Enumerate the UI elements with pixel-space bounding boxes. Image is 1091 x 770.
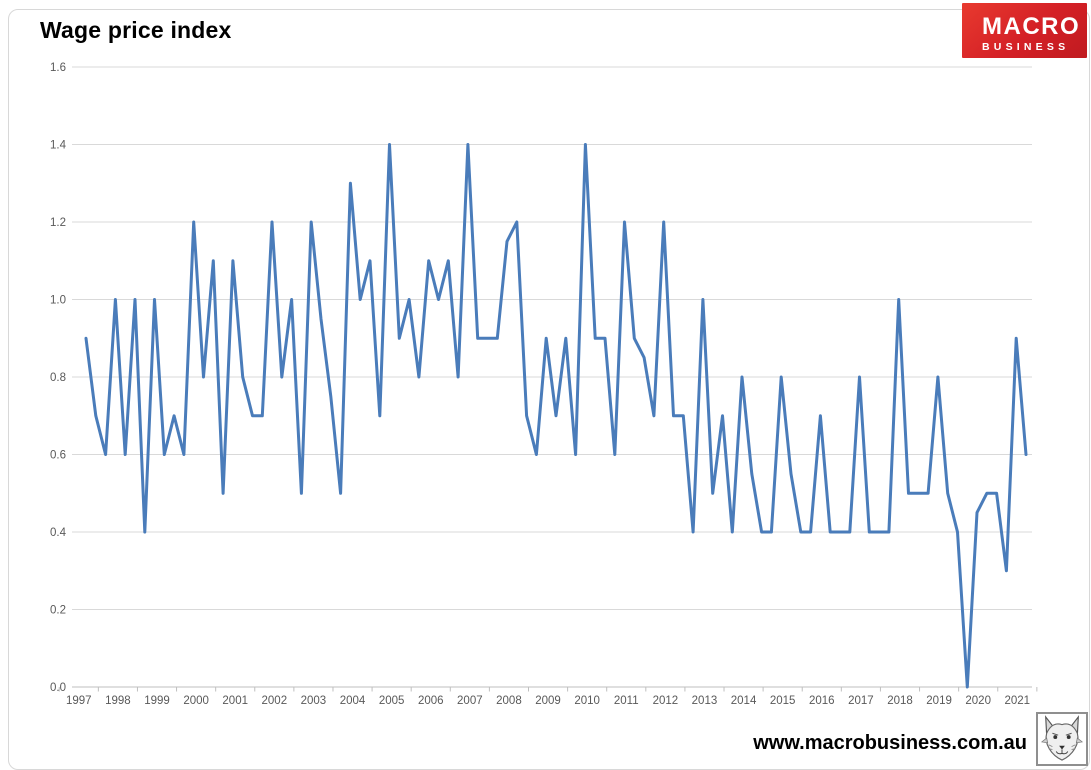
y-axis-labels: 0.0 0.2 0.4 0.6 0.8 1.0 1.2 1.4 1.6	[50, 62, 67, 694]
x-tick-label: 2003	[301, 695, 327, 707]
x-tick-label: 2000	[183, 695, 209, 707]
watermark-url: www.macrobusiness.com.au	[753, 732, 1027, 754]
x-tick-label: 2011	[614, 695, 639, 707]
x-tick-label: 1999	[144, 695, 170, 707]
logo-text-business: BUSINESS	[982, 41, 1070, 53]
wpi-data-line	[84, 143, 1028, 689]
x-tick-label: 2001	[222, 695, 248, 707]
x-tick-label: 1997	[66, 695, 92, 707]
x-tick-label: 2008	[496, 695, 522, 707]
x-tick-label: 2006	[418, 695, 444, 707]
x-axis-labels: 1997 1998 1999 2000 2001 2002 2003 2004 2005 2006…	[66, 695, 1030, 707]
fox-head-icon	[1040, 715, 1084, 761]
x-tick-label: 2020	[965, 695, 991, 707]
y-tick-label: 0.0	[50, 682, 66, 694]
y-tick-label: 0.4	[50, 527, 67, 539]
x-tick-label: 2018	[887, 695, 913, 707]
x-tick-label: 2021	[1005, 695, 1031, 707]
macrobusiness-logo: MACRO BUSINESS	[962, 3, 1087, 58]
x-tick-label: 2019	[926, 695, 952, 707]
y-tick-label: 1.6	[50, 62, 66, 74]
x-tick-label: 2005	[379, 695, 405, 707]
x-tick-label: 2013	[692, 695, 718, 707]
logo-text-macro: MACRO	[982, 13, 1081, 40]
x-tick-label: 2007	[457, 695, 483, 707]
y-tick-label: 1.0	[50, 295, 66, 307]
x-tick-label: 2017	[848, 695, 874, 707]
y-tick-label: 1.4	[50, 140, 67, 152]
x-tick-label: 2014	[731, 695, 757, 707]
x-axis-ticks	[58, 687, 1038, 692]
y-tick-label: 0.6	[50, 450, 66, 462]
x-tick-label: 2002	[262, 695, 288, 707]
fox-logo-box	[1036, 712, 1088, 766]
y-tick-label: 0.2	[50, 605, 66, 617]
x-tick-label: 2012	[653, 695, 679, 707]
x-tick-label: 2004	[340, 695, 366, 707]
x-tick-label: 2009	[535, 695, 561, 707]
y-tick-label: 1.2	[50, 217, 66, 229]
page-title: Wage price index	[40, 17, 232, 43]
x-tick-label: 1998	[105, 695, 131, 707]
x-tick-label: 2010	[574, 695, 600, 707]
x-tick-label: 2016	[809, 695, 835, 707]
y-tick-label: 0.8	[50, 372, 66, 384]
x-tick-label: 2015	[770, 695, 796, 707]
